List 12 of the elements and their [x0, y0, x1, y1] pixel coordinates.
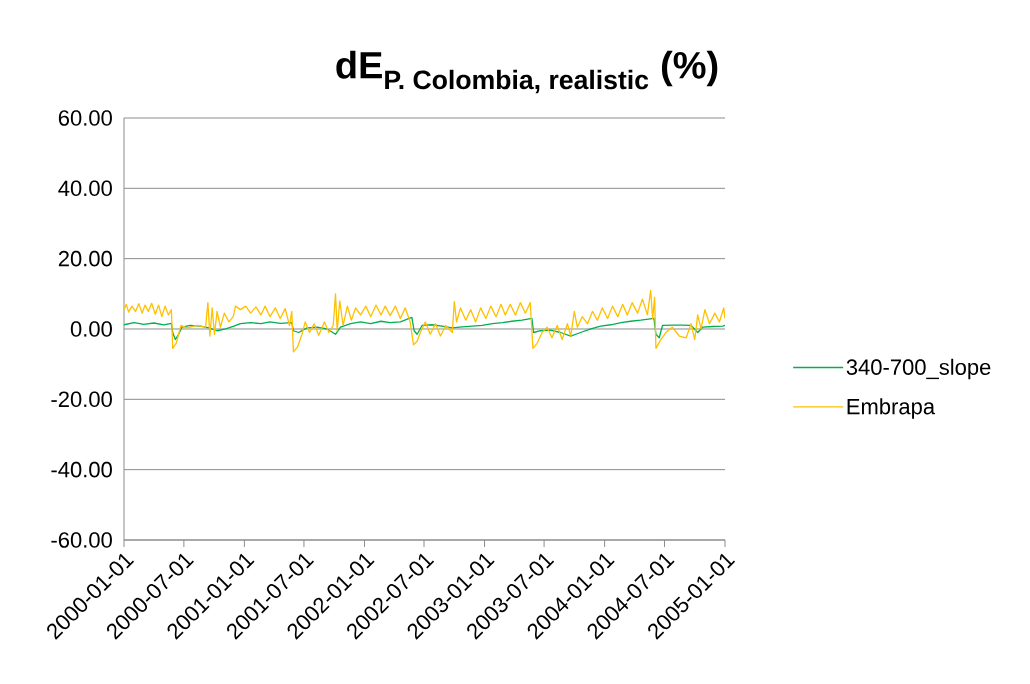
- y-tick-label: 40.00: [58, 180, 112, 197]
- y-tick-label: -40.00: [51, 461, 112, 478]
- chart-title: $\text{dE}_{\text{P. Colombia, realistic}}\text{ (\%)}$: [336, 50, 718, 94]
- legend-label: Embrapa: [847, 398, 936, 419]
- y-tick-label: 60.00: [58, 110, 112, 126]
- y-tick-label: -60.00: [51, 532, 112, 548]
- line-series: [124, 316, 726, 341]
- line-series: [124, 289, 726, 353]
- legend-label: 340-700_slope: [846, 358, 991, 380]
- y-tick-label: 20.00: [58, 250, 112, 267]
- y-tick-label: -20.00: [51, 391, 112, 408]
- y-tick-label: 0.00: [70, 321, 112, 337]
